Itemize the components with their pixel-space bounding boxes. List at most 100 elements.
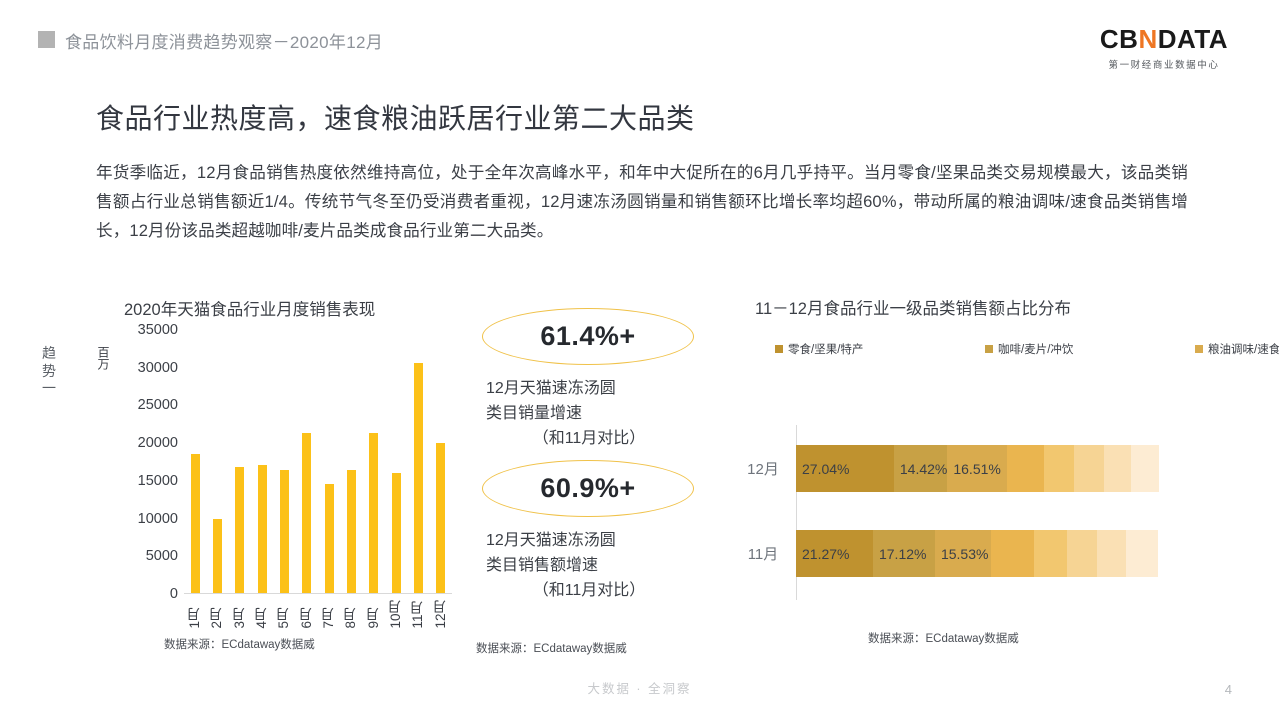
monthly-chart-x-label: 3月 xyxy=(231,607,247,629)
callout-volume-caption-line3: （和11月对比） xyxy=(532,430,646,447)
legend-swatch-icon xyxy=(985,345,993,353)
callout-volume-caption-line1: 12月天猫速冻汤圆 xyxy=(486,380,616,397)
monthly-chart-x-label-slot: 7月 xyxy=(318,600,340,629)
monthly-chart-bar-slot xyxy=(318,330,340,593)
monthly-chart-y-tick: 30000 xyxy=(137,359,178,376)
category-share-stacked-bar: 21.27% 17.12% 15.53% xyxy=(796,530,1158,577)
category-share-segment xyxy=(1007,445,1045,492)
monthly-chart-x-label-slot: 12月 xyxy=(430,600,452,629)
monthly-chart-x-label: 1月 xyxy=(187,607,203,629)
callout-revenue-caption: 12月天猫速冻汤圆 类目销售额增速 （和11月对比） xyxy=(486,528,692,603)
callout-revenue-caption-line3: （和11月对比） xyxy=(532,582,646,599)
monthly-chart-x-axis: 1月 2月 3月 4月 5月 6月 7月 8月 9月 10月 11月 12月 xyxy=(184,600,452,629)
monthly-chart-x-label-slot: 8月 xyxy=(340,600,362,629)
monthly-chart-bar xyxy=(302,433,312,593)
header-square-icon xyxy=(38,31,55,48)
monthly-chart-bar xyxy=(279,470,289,593)
monthly-chart-x-label: 12月 xyxy=(432,600,448,629)
category-share-segment xyxy=(1066,530,1098,577)
category-share-row-label: 11月 xyxy=(747,546,779,563)
monthly-chart-x-label-slot: 1月 xyxy=(184,600,206,629)
page-number: 4 xyxy=(1224,682,1232,697)
callouts-source: 数据来源：ECdataway数据威 xyxy=(476,643,627,655)
monthly-chart-x-label: 10月 xyxy=(388,600,404,629)
monthly-chart-bar-slot xyxy=(407,330,429,593)
legend-swatch-icon xyxy=(1195,345,1203,353)
category-share-segment: 14.42% xyxy=(893,445,948,492)
legend-label: 零食/坚果/特产 xyxy=(788,344,864,356)
category-share-plot-area: 12月 27.04% 14.42% 16.51% 11月 21.27% 17.12% 15.5… xyxy=(730,425,1170,600)
monthly-chart-bar-slot xyxy=(184,330,206,593)
logo-text-cb: CB xyxy=(1099,24,1139,54)
logo-subtitle: 第一财经商业数据中心 xyxy=(1108,60,1220,71)
monthly-chart-x-label-slot: 6月 xyxy=(296,600,318,629)
monthly-chart-x-label-slot: 10月 xyxy=(385,600,407,629)
monthly-chart-y-tick: 15000 xyxy=(137,472,178,489)
legend-item: 咖啡/麦片/冲饮 xyxy=(985,340,1195,358)
monthly-chart-bar-slot xyxy=(296,330,318,593)
monthly-chart-bar-slot xyxy=(385,330,407,593)
monthly-chart-bar-slot xyxy=(273,330,295,593)
monthly-chart-x-label-slot: 5月 xyxy=(273,600,295,629)
monthly-chart-x-label: 6月 xyxy=(298,607,314,629)
legend-label: 粮油调味/速食/干货/烘焙 xyxy=(1208,344,1279,356)
category-share-segment xyxy=(991,530,1035,577)
monthly-chart-bar xyxy=(190,454,200,593)
category-share-segment xyxy=(1044,445,1074,492)
monthly-chart-y-tick: 20000 xyxy=(137,435,178,452)
category-share-segment: 21.27% xyxy=(796,530,873,577)
legend-item: 粮油调味/速食/干货/烘焙 xyxy=(1195,340,1279,358)
monthly-chart-bars xyxy=(184,330,452,593)
monthly-chart-x-label: 7月 xyxy=(321,607,337,629)
monthly-chart-y-tick: 0 xyxy=(169,586,178,602)
monthly-chart-x-label-slot: 11月 xyxy=(407,600,429,629)
category-share-segment: 15.53% xyxy=(934,530,992,577)
monthly-chart-y-tick: 5000 xyxy=(145,548,178,565)
monthly-chart-bar-slot xyxy=(229,330,251,593)
callout-revenue-growth: 60.9%+ xyxy=(482,460,694,517)
monthly-chart-bar xyxy=(413,363,423,593)
monthly-chart-x-label-slot: 2月 xyxy=(206,600,228,629)
page-title: 食品行业热度高，速食粮油跃居行业第二大品类 xyxy=(96,103,695,134)
category-share-segment-value: 27.04% xyxy=(802,460,850,477)
category-share-segment: 17.12% xyxy=(872,530,935,577)
category-share-chart-panel: 11－12月食品行业一级品类销售额占比分布 零食/坚果/特产 咖啡/麦片/冲饮 粮油… xyxy=(720,290,1279,660)
monthly-chart-canvas: 35000 30000 25000 20000 15000 10000 5000 0 1月 2月… xyxy=(112,322,456,629)
monthly-chart-bar xyxy=(235,466,245,593)
cbndata-logo: CBNDATA 第一财经商业数据中心 xyxy=(1089,26,1239,71)
monthly-chart-y-tick: 25000 xyxy=(137,397,178,414)
logo-text-data: DATA xyxy=(1157,24,1229,54)
slide-header: 食品饮料月度消费趋势观察－2020年12月 CBNDATA 第一财经商业数据中心 xyxy=(0,0,1279,78)
monthly-chart-bar xyxy=(324,483,334,593)
body-paragraph: 年货季临近，12月食品销售热度依然维持高位，处于全年次高峰水平，和年中大促所在的… xyxy=(96,163,1188,240)
callout-volume-caption: 12月天猫速冻汤圆 类目销量增速 （和11月对比） xyxy=(486,376,692,451)
category-share-segment xyxy=(1103,445,1131,492)
rail-char-3: 一 xyxy=(42,380,56,396)
legend-label: 咖啡/麦片/冲饮 xyxy=(998,344,1074,356)
monthly-chart-bar-slot xyxy=(206,330,228,593)
monthly-chart-y-tick: 35000 xyxy=(137,322,178,338)
monthly-chart-bar xyxy=(257,465,267,593)
category-share-segment xyxy=(1034,530,1067,577)
monthly-sales-chart-panel: 2020年天猫食品行业月度销售表现 百万 35000 30000 25000 2000… xyxy=(96,296,456,661)
monthly-chart-title: 2020年天猫食品行业月度销售表现 xyxy=(124,301,376,319)
monthly-chart-bar xyxy=(346,470,356,593)
callout-volume-growth: 61.4%+ xyxy=(482,308,694,365)
growth-callouts-panel: 61.4%+ 12月天猫速冻汤圆 类目销量增速 （和11月对比） 60.9%+ … xyxy=(476,300,712,660)
monthly-chart-x-label-slot: 4月 xyxy=(251,600,273,629)
monthly-chart-bar xyxy=(391,473,401,593)
legend-swatch-icon xyxy=(775,345,783,353)
category-share-source: 数据来源：ECdataway数据威 xyxy=(868,633,1019,645)
logo-wordmark: CBNDATA xyxy=(1089,26,1239,52)
callout-volume-caption-line2: 类目销量增速 xyxy=(486,405,583,422)
rail-char-1: 趋 xyxy=(42,345,56,361)
category-share-chart-title: 11－12月食品行业一级品类销售额占比分布 xyxy=(755,300,1071,318)
category-share-segment-value: 21.27% xyxy=(802,545,850,562)
callout-volume-value: 61.4%+ xyxy=(540,321,636,351)
monthly-chart-bar-slot xyxy=(340,330,362,593)
monthly-chart-x-label-slot: 9月 xyxy=(363,600,385,629)
monthly-chart-bar-slot xyxy=(363,330,385,593)
header-title: 食品饮料月度消费趋势观察－2020年12月 xyxy=(65,33,384,52)
section-rail: 趋 势 一 xyxy=(38,345,60,398)
